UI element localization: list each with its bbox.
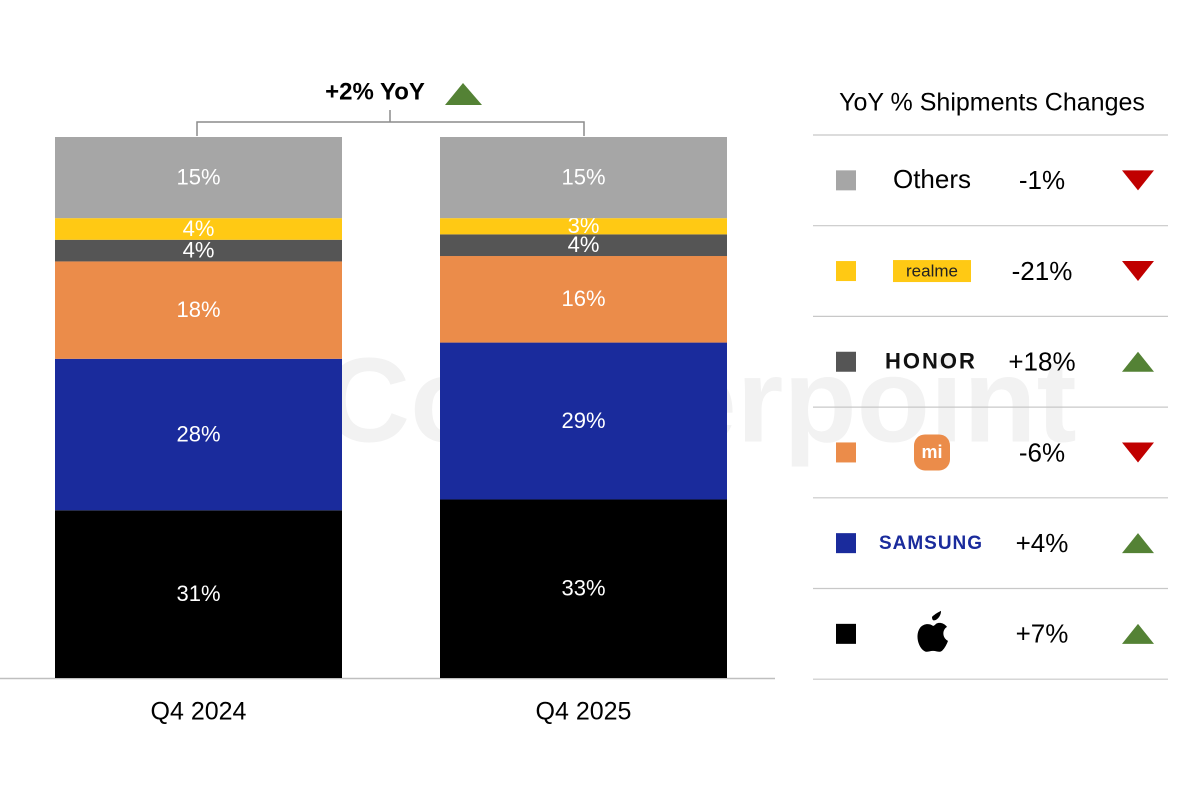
total-change-arrow [445,83,482,105]
bar-segment [55,510,342,678]
legend-label: realme [906,262,958,281]
logo-badge [914,434,950,471]
value-label: 4% [183,237,215,262]
legend-swatch [836,261,856,282]
change-label: +7% [1016,619,1069,649]
brand-logo: realme [893,260,971,283]
bar-segment [440,256,727,343]
value-label: 15% [176,164,220,189]
legend-swatch [836,170,856,191]
legend-title: YoY % Shipments Changes [839,89,1145,117]
x-tick-label: Q4 2024 [151,698,247,726]
bar-segment [440,342,727,500]
value-label: 31% [176,581,220,606]
legend-swatch [836,623,856,644]
legend-swatch [836,442,856,463]
change-arrow [1122,442,1154,463]
bar-segment [440,218,727,235]
legend-swatch [836,351,856,372]
change-label: -6% [1019,437,1065,467]
bar-segment [440,137,727,219]
bar-segment [55,137,342,219]
bar-segment [55,261,342,359]
change-arrow [1122,351,1154,372]
apple-logo [917,610,948,652]
legend-label: Others [893,164,971,194]
value-label: 29% [561,408,605,433]
change-arrow [1122,533,1154,554]
value-label: 15% [561,164,605,189]
value-label: 4% [183,216,215,241]
bar-segment [55,218,342,240]
value-label: 16% [561,286,605,311]
bar-segment [440,499,727,678]
change-label: -1% [1019,165,1065,195]
change-label: +18% [1008,347,1075,377]
legend-label: mi [921,442,942,462]
value-label: 18% [176,297,220,322]
total-change: +2% YoY [325,78,425,105]
brand-logo: HONOR [885,349,977,374]
value-label: 28% [176,421,220,446]
brand-logo [917,610,948,652]
brand-logo: mi [914,434,950,471]
value-label: 33% [561,576,605,601]
logo-badge [893,260,971,283]
x-tick-label: Q4 2025 [536,698,632,726]
value-label: 4% [568,232,600,257]
bar-segment [55,239,342,262]
change-label: +4% [1016,528,1069,558]
legend-label: SAMSUNG [879,533,983,554]
brand-logo: SAMSUNG [879,533,983,554]
change-arrow [1122,623,1154,644]
bar-segment [55,358,342,511]
legend-label: HONOR [885,349,977,374]
bar-segment [440,234,727,257]
change-arrow [1122,170,1154,191]
legend-swatch [836,533,856,554]
bracket [196,110,585,136]
change-arrow [1122,261,1154,282]
brand-logo: Others [893,164,971,194]
change-label: -21% [1012,256,1073,286]
